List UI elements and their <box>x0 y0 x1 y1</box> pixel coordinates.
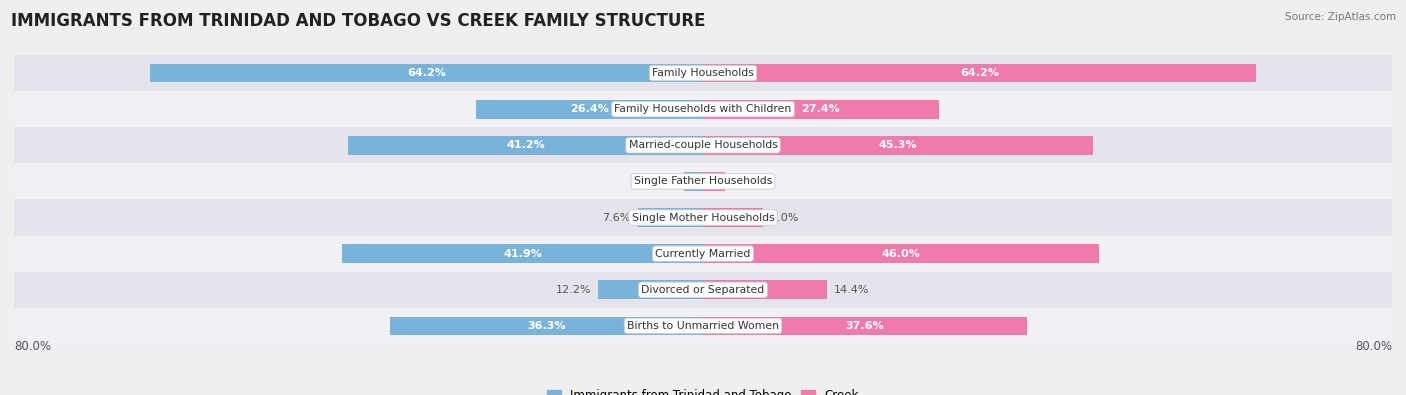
Bar <box>391 316 703 335</box>
Text: 80.0%: 80.0% <box>14 340 51 354</box>
Text: Single Mother Households: Single Mother Households <box>631 213 775 222</box>
Text: 26.4%: 26.4% <box>569 104 609 114</box>
Bar <box>14 127 1392 164</box>
Text: Currently Married: Currently Married <box>655 249 751 259</box>
Text: 7.6%: 7.6% <box>602 213 631 222</box>
Text: Divorced or Separated: Divorced or Separated <box>641 285 765 295</box>
Bar <box>150 64 703 83</box>
Bar <box>14 308 1392 344</box>
Bar <box>637 208 703 227</box>
Text: 37.6%: 37.6% <box>845 321 884 331</box>
Text: IMMIGRANTS FROM TRINIDAD AND TOBAGO VS CREEK FAMILY STRUCTURE: IMMIGRANTS FROM TRINIDAD AND TOBAGO VS C… <box>11 12 706 30</box>
Text: 14.4%: 14.4% <box>834 285 869 295</box>
Bar <box>703 172 725 191</box>
Text: Married-couple Households: Married-couple Households <box>628 140 778 150</box>
Bar <box>703 208 763 227</box>
Bar <box>349 136 703 155</box>
Text: Source: ZipAtlas.com: Source: ZipAtlas.com <box>1285 12 1396 22</box>
Text: Single Father Households: Single Father Households <box>634 177 772 186</box>
Bar <box>342 244 703 263</box>
Bar <box>14 235 1392 272</box>
Legend: Immigrants from Trinidad and Tobago, Creek: Immigrants from Trinidad and Tobago, Cre… <box>543 384 863 395</box>
Bar <box>14 199 1392 235</box>
Text: 64.2%: 64.2% <box>408 68 446 78</box>
Bar <box>685 172 703 191</box>
Text: 64.2%: 64.2% <box>960 68 998 78</box>
Text: 45.3%: 45.3% <box>879 140 917 150</box>
Bar <box>14 164 1392 199</box>
Text: 41.2%: 41.2% <box>506 140 546 150</box>
Bar <box>14 55 1392 91</box>
Bar <box>14 91 1392 127</box>
Text: Births to Unmarried Women: Births to Unmarried Women <box>627 321 779 331</box>
Bar <box>703 316 1026 335</box>
Text: 36.3%: 36.3% <box>527 321 567 331</box>
Bar <box>703 64 1256 83</box>
Bar <box>703 136 1092 155</box>
Text: 27.4%: 27.4% <box>801 104 841 114</box>
Bar <box>14 272 1392 308</box>
Bar <box>703 244 1099 263</box>
Text: 80.0%: 80.0% <box>1355 340 1392 354</box>
Text: Family Households: Family Households <box>652 68 754 78</box>
Bar <box>598 280 703 299</box>
Bar <box>475 100 703 118</box>
Text: 2.6%: 2.6% <box>733 177 761 186</box>
Text: 41.9%: 41.9% <box>503 249 543 259</box>
Text: 12.2%: 12.2% <box>555 285 591 295</box>
Text: Family Households with Children: Family Households with Children <box>614 104 792 114</box>
Bar <box>703 280 827 299</box>
Text: 7.0%: 7.0% <box>770 213 799 222</box>
Text: 46.0%: 46.0% <box>882 249 921 259</box>
Bar <box>703 100 939 118</box>
Text: 2.2%: 2.2% <box>648 177 678 186</box>
